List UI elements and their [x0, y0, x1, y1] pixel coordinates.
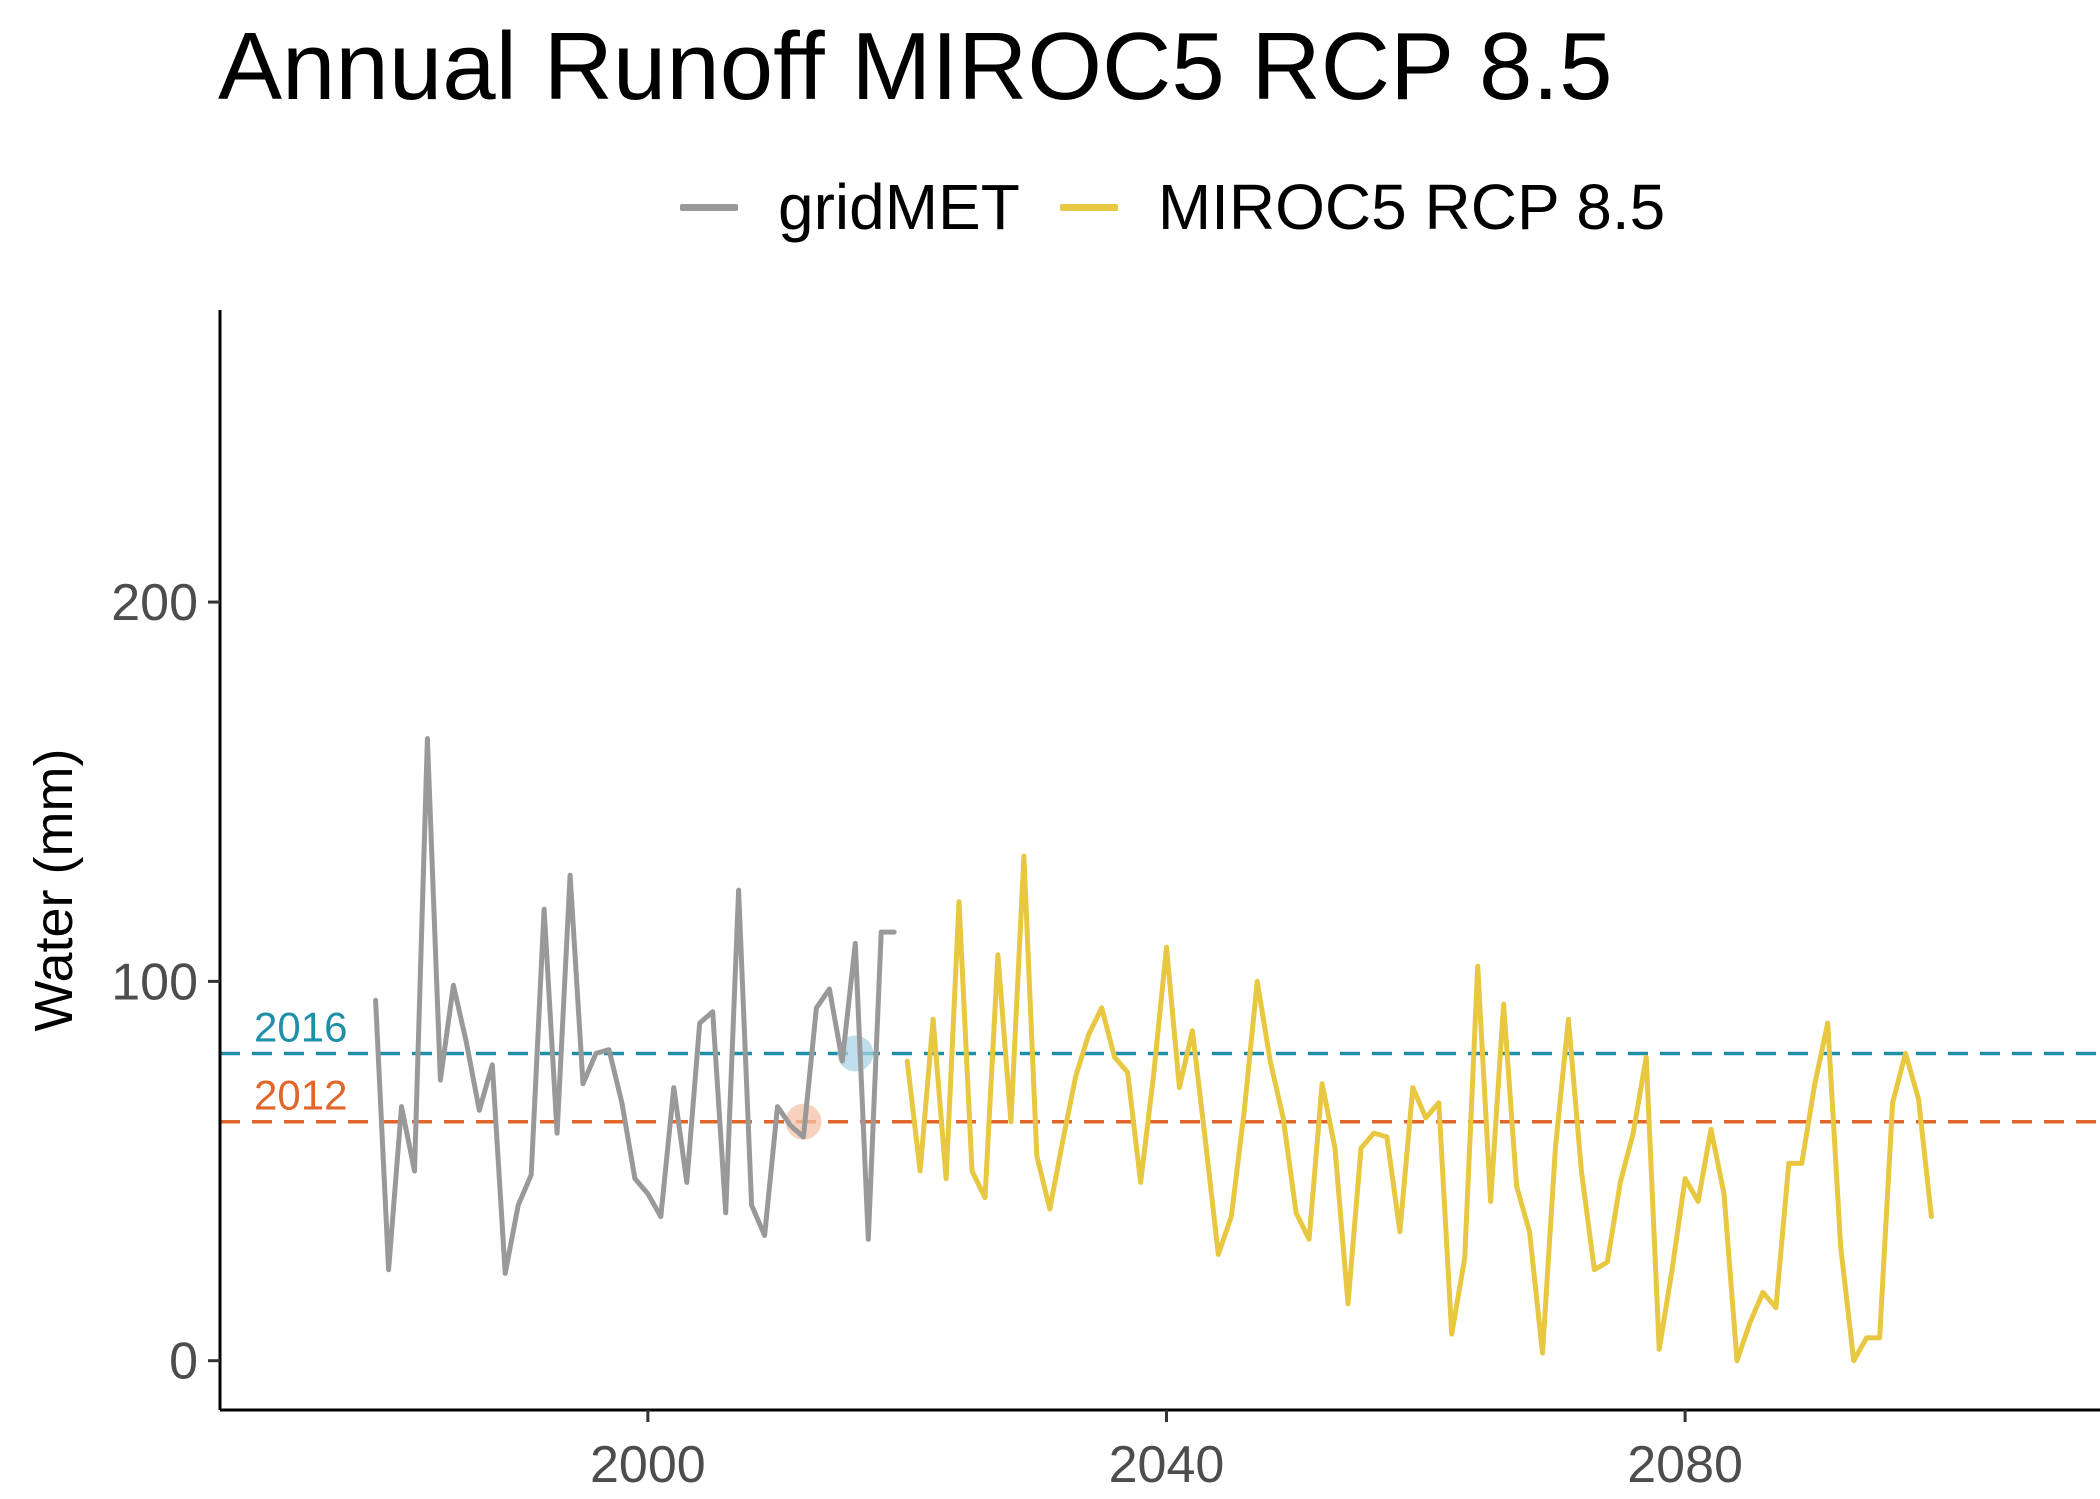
series-line-1: [904, 853, 1934, 1364]
y-tick-label-200: 200: [111, 574, 198, 632]
legend: gridMET MIROC5 RCP 8.5: [680, 170, 1705, 244]
legend-item-gridmet: gridMET: [680, 170, 1020, 244]
y-tick-label-0: 0: [169, 1333, 198, 1391]
reference-label-2012: 2012: [254, 1072, 347, 1119]
series-line-0: [373, 736, 897, 1276]
chart-title: Annual Runoff MIROC5 RCP 8.5: [218, 13, 1613, 120]
y-axis-title: Water (mm): [24, 749, 84, 1032]
legend-label-miroc5: MIROC5 RCP 8.5: [1157, 171, 1666, 243]
y-tick-label-100: 100: [111, 953, 198, 1011]
reference-lines: 2016 2012: [220, 1003, 2100, 1124]
x-tick-label-2080: 2080: [1627, 1436, 1743, 1494]
reference-label-2016: 2016: [254, 1003, 347, 1050]
legend-key-gridmet: [680, 203, 738, 211]
axes: 0 100 200 2000 2040 2080 Water (mm): [24, 310, 2100, 1494]
x-tick-label-2000: 2000: [590, 1436, 706, 1494]
legend-key-miroc5: [1059, 203, 1118, 211]
x-tick-label-2040: 2040: [1109, 1436, 1225, 1494]
legend-item-miroc5: MIROC5 RCP 8.5: [1059, 170, 1666, 244]
data-series: [373, 736, 1934, 1364]
legend-label-gridmet: gridMET: [778, 171, 1020, 243]
